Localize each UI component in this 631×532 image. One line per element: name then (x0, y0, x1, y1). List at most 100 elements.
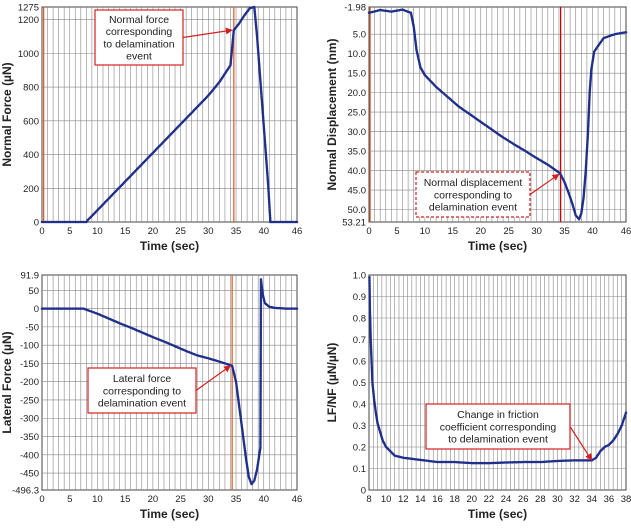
x-tick-label: 10 (92, 494, 103, 505)
x-tick-label: 25 (175, 226, 186, 237)
x-tick-label: 15 (448, 226, 459, 237)
y-tick-label: 0 (34, 304, 39, 315)
y-tick-label: 400 (23, 150, 39, 161)
annotation-box (87, 367, 197, 414)
annotation-text: Normal displacement (424, 177, 523, 189)
y-tick-label: -350 (20, 432, 39, 443)
x-tick-label: 5 (67, 226, 72, 237)
annotation-text: to delamination (103, 38, 174, 50)
annotation-arrow (182, 27, 233, 39)
x-tick-label: 16 (432, 494, 443, 505)
y-tick-label: -1.98 (344, 3, 366, 14)
annotation-box (94, 9, 184, 66)
x-axis-label: Time (sec) (140, 507, 199, 521)
annotation-arrow (195, 365, 231, 391)
y-tick-label: 0 (361, 486, 366, 497)
x-tick-label: 30 (531, 226, 542, 237)
annotation-text: corresponding to (103, 385, 181, 397)
annotation-text: event (126, 51, 152, 63)
x-tick-label: 10 (92, 226, 103, 237)
x-tick-label: 20 (148, 494, 159, 505)
x-tick-label: 40 (587, 226, 598, 237)
y-tick-label: -100 (20, 341, 39, 352)
annotation-text: delamination event (429, 202, 517, 214)
y-tick-label: 50.0 (348, 205, 367, 216)
x-tick-label: 25 (175, 494, 186, 505)
x-tick-label: 24 (501, 494, 512, 505)
y-tick-label: 0.5 (353, 378, 366, 389)
annotation-arrow (529, 173, 560, 195)
y-tick-label: 0.8 (353, 314, 366, 325)
data-point (624, 411, 628, 414)
x-tick-label: 0 (39, 226, 44, 237)
x-tick-label: 15 (120, 226, 131, 237)
y-tick-label: 0.3 (353, 421, 366, 432)
y-tick-label: 35.0 (348, 147, 367, 158)
x-tick-label: 18 (449, 494, 460, 505)
x-tick-label: 34 (586, 494, 597, 505)
y-tick-label: -150 (20, 359, 39, 370)
y-tick-label: 1200 (18, 15, 39, 26)
y-tick-label: -496.3 (12, 486, 39, 497)
annotation-text: delamination event (98, 398, 186, 410)
x-tick-label: 5 (394, 226, 399, 237)
x-tick-label: 26 (518, 494, 529, 505)
x-tick-label: 46 (292, 494, 303, 505)
y-axis-label: Normal Displacement (nm) (325, 38, 339, 190)
y-tick-label: 0.1 (353, 464, 366, 475)
x-tick-label: 0 (39, 494, 44, 505)
x-tick-label: 20 (148, 226, 159, 237)
x-tick-label: 12 (398, 494, 409, 505)
annotation-arrow (569, 426, 592, 461)
y-tick-label: 0.6 (353, 357, 366, 368)
x-tick-label: 22 (484, 494, 495, 505)
y-tick-label: -250 (20, 395, 39, 406)
x-tick-label: 46 (292, 226, 303, 237)
data-point (295, 220, 299, 224)
y-tick-label: 5.0 (353, 30, 366, 41)
x-tick-label: 36 (604, 494, 615, 505)
annotation-text: Normal force (109, 14, 169, 26)
x-tick-label: 35 (231, 226, 242, 237)
y-tick-label: 0.4 (353, 400, 366, 411)
y-tick-label: 40.0 (348, 166, 367, 177)
annotation-text: corresponding to (434, 189, 512, 201)
y-tick-label: -200 (20, 377, 39, 388)
y-tick-label: 0.9 (353, 292, 366, 303)
y-tick-label: 800 (23, 83, 39, 94)
x-tick-label: 20 (475, 226, 486, 237)
y-tick-label: 45.0 (348, 186, 367, 197)
x-tick-label: 32 (569, 494, 580, 505)
y-tick-label: -400 (20, 450, 39, 461)
y-tick-label: 15.0 (348, 69, 367, 80)
y-tick-label: -50 (25, 322, 39, 333)
y-tick-label: 53.21 (342, 218, 366, 229)
x-tick-label: 20 (467, 494, 478, 505)
lateral-force-chart: 91.9500-50-100-150-200-250-300-350-400-4… (0, 271, 302, 522)
y-tick-label: 0.7 (353, 335, 366, 346)
y-tick-label: 30.0 (348, 127, 367, 138)
x-tick-label: 15 (120, 494, 131, 505)
x-tick-label: 25 (503, 226, 514, 237)
x-axis-label: Time (sec) (468, 507, 527, 521)
y-tick-label: 20.0 (348, 88, 367, 99)
annotation-text: Lateral force (113, 373, 172, 385)
y-axis-label: Normal Force (µN) (0, 62, 14, 166)
y-tick-label: 1.0 (353, 271, 366, 282)
x-tick-label: 40 (258, 226, 269, 237)
x-tick-label: 0 (366, 226, 371, 237)
y-tick-label: -300 (20, 414, 39, 425)
y-tick-label: 0 (34, 218, 39, 229)
x-tick-label: 30 (203, 226, 214, 237)
x-axis-label: Time (sec) (140, 239, 199, 253)
normal-displacement-chart: -1.98 5.0 10.0 15.0 20.0 25.0 30.0 35.0 40.0 45.0… (325, 3, 631, 254)
y-axis-label: LF/NF (µN/µN) (325, 343, 339, 423)
annotation-text: corresponding (106, 26, 173, 38)
y-axis-label: Lateral Force (µN) (0, 331, 14, 433)
x-tick-label: 35 (231, 494, 242, 505)
x-tick-label: 28 (535, 494, 546, 505)
x-tick-label: 30 (552, 494, 563, 505)
y-tick-label: -450 (20, 469, 39, 480)
annotation-text: to delamination event (448, 434, 548, 446)
